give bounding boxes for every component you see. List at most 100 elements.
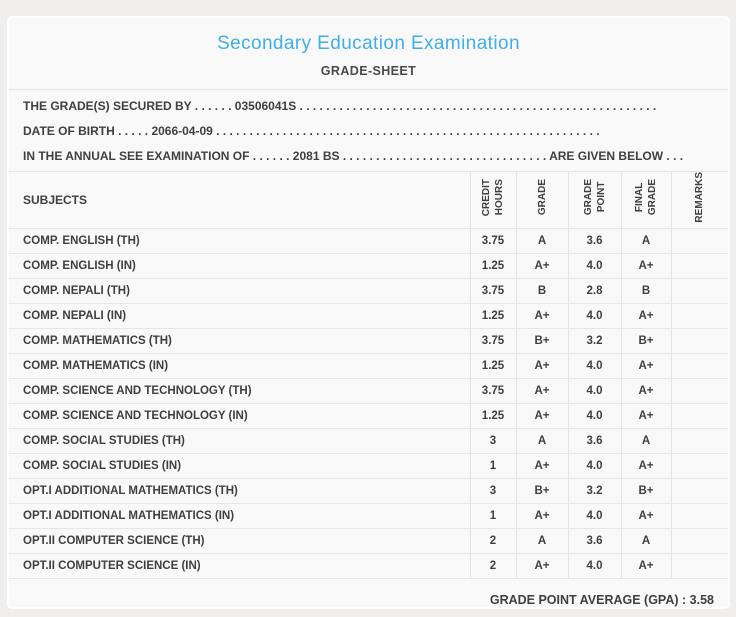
cell-remarks: [670, 403, 728, 429]
cell-subject: COMP. SOCIAL STUDIES (IN): [9, 453, 470, 479]
cell-grade: B: [515, 278, 568, 304]
page-title: Secondary Education Examination: [217, 33, 520, 54]
gpa-value: 3.58: [689, 592, 714, 607]
cell-grade-point: 4.0: [567, 378, 621, 404]
column-header-subjects: SUBJECTS: [9, 172, 470, 229]
column-header-final-grade: FINAL GRADE: [620, 172, 671, 229]
cell-grade-point: 3.2: [567, 478, 621, 504]
cell-final-grade: A: [620, 528, 671, 554]
cell-final-grade: A+: [620, 453, 671, 479]
cell-grade-point: 4.0: [567, 503, 621, 529]
cell-subject: COMP. MATHEMATICS (IN): [9, 353, 470, 379]
cell-remarks: [670, 428, 728, 454]
cell-credit-hours: 3: [469, 428, 516, 454]
cell-final-grade: A+: [620, 253, 671, 279]
table-row: OPT.II COMPUTER SCIENCE (TH) 2 A 3.6 A: [9, 528, 728, 554]
table-row: COMP. ENGLISH (TH) 3.75 A 3.6 A: [9, 228, 728, 254]
cell-subject: COMP. NEPALI (TH): [9, 278, 470, 304]
column-header-credit-hours-label: CREDIT HOURS: [481, 178, 505, 216]
info-line-examination-year: IN THE ANNUAL SEE EXAMINATION OF . . . .…: [23, 149, 684, 163]
cell-subject: COMP. ENGLISH (TH): [9, 228, 470, 254]
cell-credit-hours: 3.75: [469, 278, 516, 304]
table-row: COMP. SCIENCE AND TECHNOLOGY (TH) 3.75 A+ 4…: [9, 378, 728, 404]
table-row: OPT.I ADDITIONAL MATHEMATICS (IN) 1 A+ 4.0 A…: [9, 503, 728, 529]
table-row: COMP. ENGLISH (IN) 1.25 A+ 4.0 A+: [9, 253, 728, 279]
cell-final-grade: A+: [620, 553, 671, 579]
cell-remarks: [670, 528, 728, 554]
cell-credit-hours: 1.25: [469, 403, 516, 429]
cell-subject: COMP. NEPALI (IN): [9, 303, 470, 329]
cell-grade: A: [515, 528, 568, 554]
table-row: COMP. MATHEMATICS (IN) 1.25 A+ 4.0 A+: [9, 353, 728, 379]
cell-credit-hours: 1: [469, 503, 516, 529]
cell-grade-point: 2.8: [567, 278, 621, 304]
cell-grade-point: 4.0: [567, 453, 621, 479]
cell-remarks: [670, 478, 728, 504]
cell-grade: A+: [515, 503, 568, 529]
table-row: COMP. SCIENCE AND TECHNOLOGY (IN) 1.25 A+ 4…: [9, 403, 728, 429]
cell-credit-hours: 3.75: [469, 328, 516, 354]
cell-remarks: [670, 453, 728, 479]
cell-remarks: [670, 503, 728, 529]
cell-grade-point: 4.0: [567, 403, 621, 429]
cell-final-grade: A+: [620, 378, 671, 404]
table-row: COMP. NEPALI (TH) 3.75 B 2.8 B: [9, 278, 728, 304]
cell-credit-hours: 1.25: [469, 253, 516, 279]
cell-credit-hours: 3.75: [469, 228, 516, 254]
cell-credit-hours: 2: [469, 553, 516, 579]
info-line-date-of-birth: DATE OF BIRTH . . . . . 2066-04-09 . . .…: [23, 124, 600, 138]
table-row: COMP. NEPALI (IN) 1.25 A+ 4.0 A+: [9, 303, 728, 329]
cell-credit-hours: 3: [469, 478, 516, 504]
grade-sheet-card: Secondary Education Examination GRADE-SH…: [7, 16, 730, 609]
cell-final-grade: A: [620, 228, 671, 254]
cell-grade-point: 4.0: [567, 253, 621, 279]
cell-grade: A+: [515, 378, 568, 404]
table-row: COMP. MATHEMATICS (TH) 3.75 B+ 3.2 B+: [9, 328, 728, 354]
column-header-grade: GRADE: [515, 172, 568, 229]
cell-grade: A: [515, 428, 568, 454]
cell-grade: A: [515, 228, 568, 254]
cell-grade-point: 4.0: [567, 353, 621, 379]
cell-grade: A+: [515, 403, 568, 429]
cell-credit-hours: 1.25: [469, 353, 516, 379]
cell-subject: OPT.II COMPUTER SCIENCE (TH): [9, 528, 470, 554]
table-row: COMP. SOCIAL STUDIES (IN) 1 A+ 4.0 A+: [9, 453, 728, 479]
cell-credit-hours: 1.25: [469, 303, 516, 329]
cell-subject: OPT.II COMPUTER SCIENCE (IN): [9, 553, 470, 579]
cell-final-grade: A+: [620, 403, 671, 429]
cell-grade: A+: [515, 303, 568, 329]
cell-final-grade: B+: [620, 328, 671, 354]
grade-table: SUBJECTS CREDIT HOURS GRADE GRADE POINT …: [9, 172, 728, 579]
column-header-grade-point-label: GRADE POINT: [582, 179, 607, 216]
cell-subject: OPT.I ADDITIONAL MATHEMATICS (IN): [9, 503, 470, 529]
cell-subject: COMP. SCIENCE AND TECHNOLOGY (IN): [9, 403, 470, 429]
cell-subject: COMP. MATHEMATICS (TH): [9, 328, 470, 354]
table-row: OPT.II COMPUTER SCIENCE (IN) 2 A+ 4.0 A+: [9, 553, 728, 579]
info-line-grades-secured-by: THE GRADE(S) SECURED BY . . . . . . 0350…: [23, 99, 657, 113]
column-header-credit-hours: CREDIT HOURS: [469, 172, 516, 229]
cell-credit-hours: 1: [469, 453, 516, 479]
cell-remarks: [670, 328, 728, 354]
cell-remarks: [670, 253, 728, 279]
column-header-remarks-label: REMARKS: [694, 172, 706, 223]
grade-table-wrap: SUBJECTS CREDIT HOURS GRADE GRADE POINT …: [9, 171, 728, 579]
cell-final-grade: A+: [620, 303, 671, 329]
cell-credit-hours: 2: [469, 528, 516, 554]
gpa-label: GRADE POINT AVERAGE (GPA) :: [489, 592, 687, 607]
cell-remarks: [670, 228, 728, 254]
cell-grade: A+: [515, 353, 568, 379]
cell-credit-hours: 3.75: [469, 378, 516, 404]
cell-grade: A+: [515, 253, 568, 279]
cell-subject: COMP. ENGLISH (IN): [9, 253, 470, 279]
header-row: SUBJECTS CREDIT HOURS GRADE GRADE POINT …: [9, 172, 728, 229]
grade-table-body: COMP. ENGLISH (TH) 3.75 A 3.6 A COMP. ENGLISH…: [9, 228, 728, 579]
cell-remarks: [670, 553, 728, 579]
cell-remarks: [670, 378, 728, 404]
candidate-info-section: THE GRADE(S) SECURED BY . . . . . . 0350…: [9, 89, 728, 171]
cell-subject: COMP. SCIENCE AND TECHNOLOGY (TH): [9, 378, 470, 404]
cell-grade-point: 3.6: [567, 528, 621, 554]
cell-grade: A+: [515, 453, 568, 479]
cell-grade-point: 3.6: [567, 428, 621, 454]
cell-final-grade: A+: [620, 503, 671, 529]
cell-grade: A+: [515, 553, 568, 579]
